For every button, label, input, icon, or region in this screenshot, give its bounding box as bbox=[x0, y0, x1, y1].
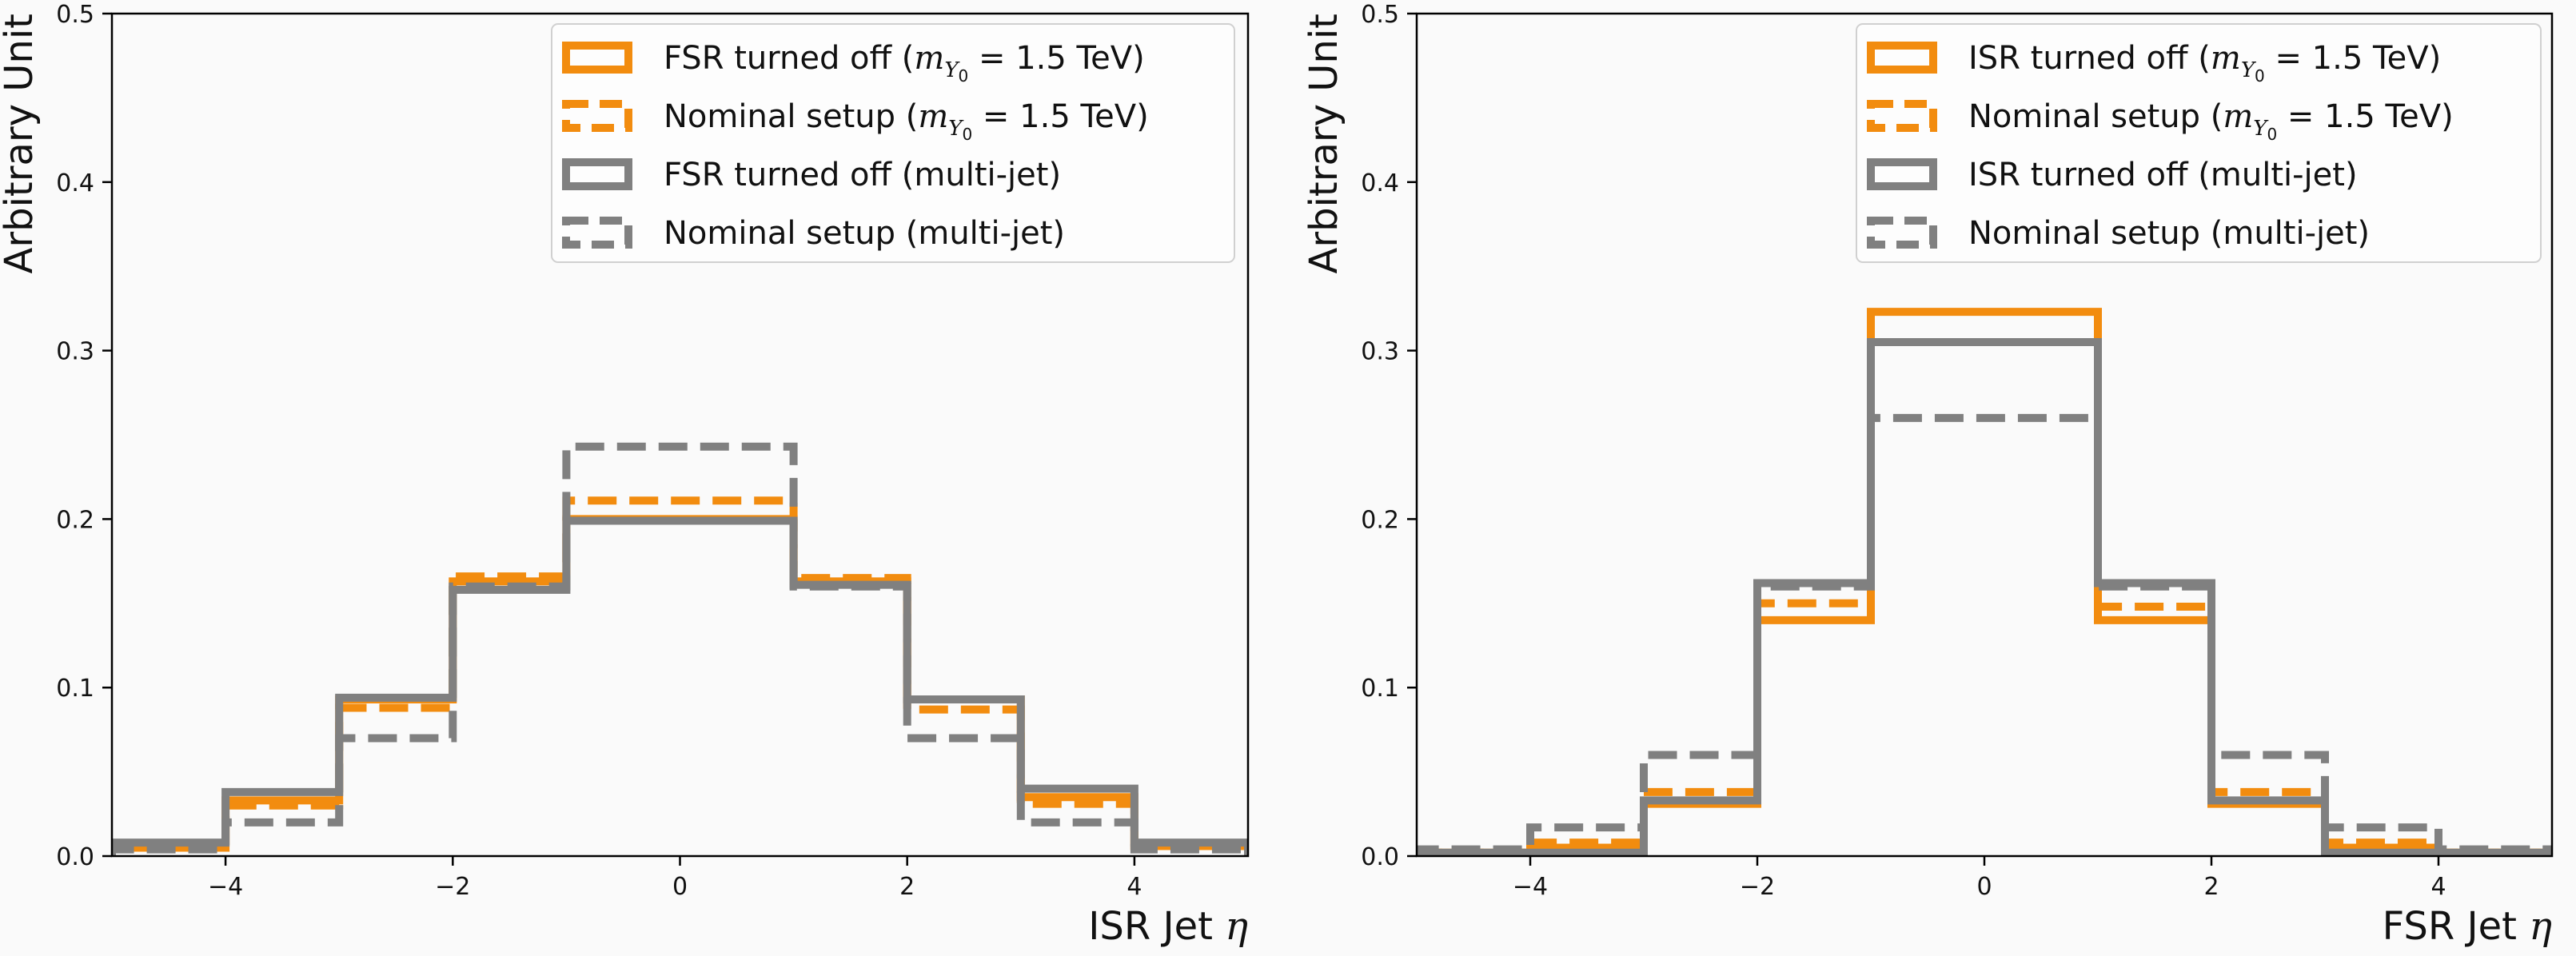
x-tick-label: −4 bbox=[1513, 873, 1548, 901]
right-panel-fsr-jet-eta: −4 −2 0 2 4 0.0 0.1 0.2 0.3 0.4 0.5 FSR Jet η Arbitr… bbox=[1302, 1, 2554, 949]
y-tick-label: 0.4 bbox=[1361, 169, 1399, 197]
x-tick-label: 4 bbox=[1127, 873, 1142, 901]
y-tick-label: 0.1 bbox=[1361, 675, 1399, 703]
legend-label-suffix: = 1.5 TeV) bbox=[2265, 40, 2442, 77]
x-tick-label: 4 bbox=[2430, 873, 2446, 901]
x-axis-label-symbol: η bbox=[1225, 904, 1248, 949]
legend-mass-subsubscript: 0 bbox=[959, 66, 969, 86]
legend-label-1: FSR turned off (mY0 = 1.5 TeV) bbox=[664, 40, 1145, 86]
legend-label-suffix: = 1.5 TeV) bbox=[972, 98, 1149, 135]
legend-swatch-2 bbox=[1867, 100, 1937, 132]
legend-label-prefix: Nominal setup ( bbox=[664, 98, 918, 135]
series-line-2 bbox=[112, 496, 1248, 856]
legend-swatch-3 bbox=[562, 158, 632, 190]
y-tick-label: 0.5 bbox=[56, 1, 94, 29]
legend-mass-symbol: m bbox=[2223, 98, 2253, 135]
legend-label-2: Nominal setup (mY0 = 1.5 TeV) bbox=[664, 98, 1149, 144]
x-tick-label: 0 bbox=[1976, 873, 1992, 901]
legend-mass-subscript: Y bbox=[2241, 58, 2257, 82]
legend-mass-symbol: m bbox=[918, 98, 948, 135]
series-line-1 bbox=[1417, 308, 2552, 856]
y-tick-label: 0.2 bbox=[56, 506, 94, 534]
y-tick-label: 0.3 bbox=[1361, 338, 1399, 366]
x-tick-label: −2 bbox=[435, 873, 470, 901]
y-tick-label: 0.3 bbox=[56, 338, 94, 366]
y-tick-label: 0.5 bbox=[1361, 1, 1399, 29]
left-panel-isr-jet-eta: −4 −2 0 2 4 0.0 0.1 0.2 0.3 0.4 0.5 ISR Jet η Arbitr… bbox=[0, 1, 1250, 949]
legend-label-prefix: Nominal setup ( bbox=[1968, 98, 2223, 135]
y-axis-label: Arbitrary Unit bbox=[1302, 14, 1346, 273]
legend-label-1: ISR turned off (mY0 = 1.5 TeV) bbox=[1968, 40, 2441, 86]
legend-label-3: ISR turned off (multi-jet) bbox=[1968, 157, 2358, 193]
legend-swatch-2 bbox=[562, 100, 632, 132]
legend-swatch-1 bbox=[1867, 42, 1937, 74]
plot-area bbox=[1417, 308, 2552, 856]
legend-swatch-1 bbox=[562, 42, 632, 74]
legend-swatch-3 bbox=[1867, 158, 1937, 190]
y-tick-label: 0.1 bbox=[56, 675, 94, 703]
legend-swatch-4 bbox=[1867, 217, 1937, 249]
legend-label-suffix: = 1.5 TeV) bbox=[2277, 98, 2454, 135]
x-tick-label: 2 bbox=[899, 873, 915, 901]
x-axis-label: FSR Jet η bbox=[2383, 904, 2553, 949]
series-line-3 bbox=[1417, 338, 2552, 856]
legend-mass-symbol: m bbox=[914, 40, 944, 77]
legend-label-2: Nominal setup (mY0 = 1.5 TeV) bbox=[1968, 98, 2454, 144]
x-tick-label: −4 bbox=[208, 873, 243, 901]
legend-label-4: Nominal setup (multi-jet) bbox=[1968, 215, 2370, 252]
x-axis-label-symbol: η bbox=[2529, 904, 2552, 949]
legend-box bbox=[551, 23, 1235, 263]
y-tick-label: 0.2 bbox=[1361, 506, 1399, 534]
y-tick-label: 0.4 bbox=[56, 169, 94, 197]
legend-mass-subscript: Y bbox=[944, 58, 960, 82]
x-tick-label: 0 bbox=[672, 873, 688, 901]
legend-mass-subscript: Y bbox=[948, 117, 964, 141]
legend-mass-subsubscript: 0 bbox=[2255, 66, 2265, 86]
legend-box bbox=[1856, 23, 2542, 263]
y-axis-label: Arbitrary Unit bbox=[0, 14, 42, 273]
x-tick-label: −2 bbox=[1740, 873, 1775, 901]
legend-label-prefix: FSR turned off ( bbox=[664, 40, 914, 77]
legend-mass-subscript: Y bbox=[2253, 117, 2269, 141]
legend-label-prefix: ISR turned off ( bbox=[1968, 40, 2211, 77]
legend-label-suffix: = 1.5 TeV) bbox=[968, 40, 1145, 77]
x-axis-label: ISR Jet η bbox=[1088, 904, 1248, 949]
y-tick-label: 0.0 bbox=[56, 843, 94, 871]
series-line-3 bbox=[112, 516, 1248, 856]
x-axis-label-text: FSR Jet bbox=[2383, 904, 2530, 949]
legend-mass-subsubscript: 0 bbox=[962, 125, 972, 144]
legend-mass-symbol: m bbox=[2211, 40, 2241, 77]
x-axis-label-text: ISR Jet bbox=[1088, 904, 1225, 949]
series-line-4 bbox=[1417, 413, 2552, 856]
series-line-4 bbox=[112, 442, 1248, 856]
y-tick-label: 0.0 bbox=[1361, 843, 1399, 871]
legend-label-3: FSR turned off (multi-jet) bbox=[664, 157, 1061, 193]
plot-area bbox=[112, 442, 1248, 856]
legend-label-4: Nominal setup (multi-jet) bbox=[664, 215, 1065, 252]
legend-swatch-4 bbox=[562, 217, 632, 249]
legend-mass-subsubscript: 0 bbox=[2267, 125, 2277, 144]
x-tick-label: 2 bbox=[2203, 873, 2219, 901]
